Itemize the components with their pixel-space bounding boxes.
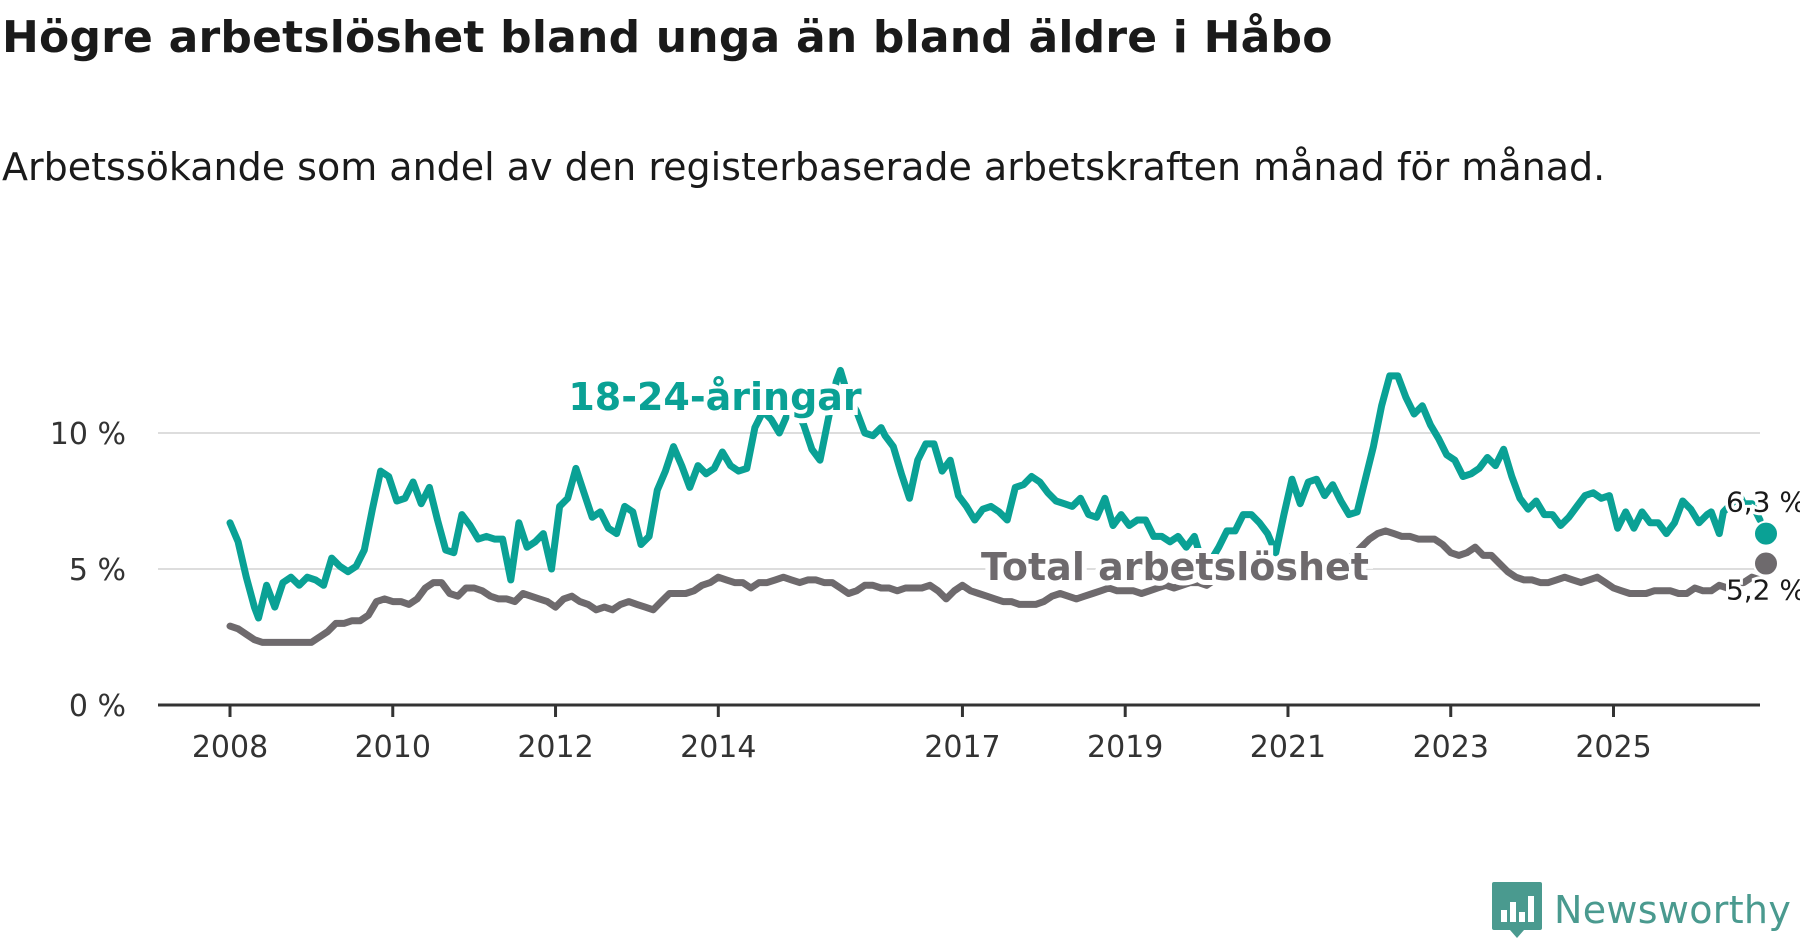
y-tick-label: 10 % [50, 417, 126, 452]
x-tick-label: 2019 [1087, 730, 1163, 765]
x-tick-label: 2010 [355, 730, 431, 765]
x-axis: 2008 2010 2012 2014 2017 2019 2021 2023 2025 [158, 703, 1760, 765]
newsworthy-logo: Newsworthy [1490, 880, 1791, 940]
y-axis-ticks: 0 % 5 % 10 % [50, 417, 126, 724]
end-value-label-total: 5,2 % [1726, 574, 1800, 607]
series-line-young [226, 366, 1764, 622]
series-lines [226, 366, 1764, 646]
end-dot-total [1753, 550, 1779, 577]
newsworthy-icon [1492, 882, 1542, 938]
series-line-total [226, 527, 1764, 646]
series-label-total: Total arbetslöshet [981, 545, 1369, 589]
x-tick-label: 2014 [680, 730, 756, 765]
gridlines [158, 432, 1760, 570]
y-tick-label: 5 % [69, 553, 126, 588]
x-tick-label: 2008 [192, 730, 268, 765]
chart-title: Högre arbetslöshet bland unga än bland ä… [2, 12, 1333, 63]
chart-subtitle: Arbetssökande som andel av den registerb… [2, 145, 1606, 189]
x-tick-label: 2017 [924, 730, 1000, 765]
series-labels: 6,3 % 5,2 % 18-24-åringar Total arbetslöshe… [563, 370, 1800, 610]
y-tick-label: 0 % [69, 689, 126, 724]
x-tick-label: 2025 [1575, 730, 1651, 765]
brand-name: Newsworthy [1554, 888, 1792, 932]
series-label-young: 18-24-åringar [568, 375, 862, 419]
x-tick-label: 2012 [517, 730, 593, 765]
x-tick-label: 2021 [1250, 730, 1326, 765]
end-value-label-young: 6,3 % [1726, 486, 1800, 519]
x-tick-label: 2023 [1413, 730, 1489, 765]
end-dot-young [1753, 520, 1779, 547]
